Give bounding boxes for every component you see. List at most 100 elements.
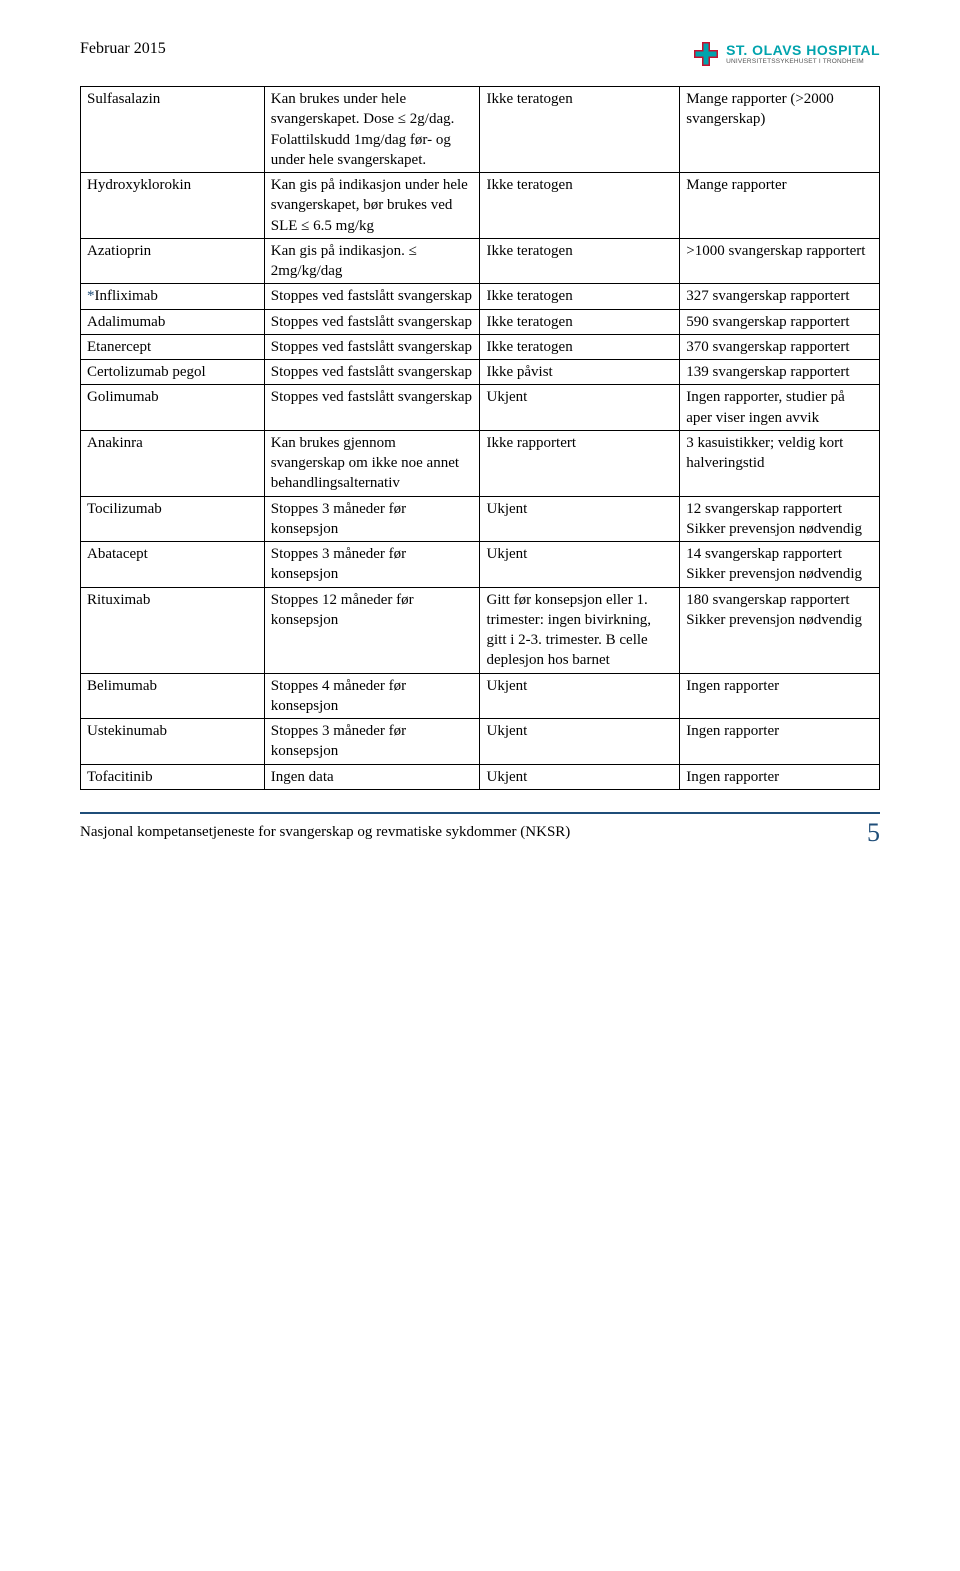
usage-cell: Ingen data	[264, 764, 480, 789]
teratogen-cell: Ikke påvist	[480, 360, 680, 385]
drug-name: Sulfasalazin	[87, 91, 160, 107]
usage-cell: Stoppes ved fastslått svangerskap	[264, 360, 480, 385]
table-row: Abatacept Stoppes 3 måneder før konsepsjo…	[81, 542, 880, 588]
reports-cell: 327 svangerskap rapportert	[680, 284, 880, 309]
drug-name: Adalimumab	[87, 314, 165, 330]
teratogen-cell: Ukjent	[480, 673, 680, 719]
reports-cell: 590 svangerskap rapportert	[680, 309, 880, 334]
reports-cell: Ingen rapporter	[680, 673, 880, 719]
reports-cell: Ingen rapporter, studier på aper viser i…	[680, 385, 880, 431]
teratogen-cell: Ikke teratogen	[480, 309, 680, 334]
table-row: Azatioprin Kan gis på indikasjon. ≤ 2mg/k…	[81, 238, 880, 284]
teratogen-cell: Ikke teratogen	[480, 87, 680, 173]
usage-cell: Stoppes ved fastslått svangerskap	[264, 334, 480, 359]
drug-name-cell: Tocilizumab	[81, 496, 265, 542]
drug-name: Abatacept	[87, 546, 148, 562]
teratogen-cell: Ukjent	[480, 542, 680, 588]
reports-cell: 139 svangerskap rapportert	[680, 360, 880, 385]
page-footer: Nasjonal kompetansetjeneste for svangers…	[80, 812, 880, 848]
table-row: GolimumabStoppes ved fastslått svangersk…	[81, 385, 880, 431]
hospital-logo: ST. OLAVS HOSPITAL UNIVERSITETSSYKEHUSET…	[692, 40, 880, 68]
teratogen-cell: Ukjent	[480, 496, 680, 542]
drug-name: Belimumab	[87, 678, 157, 694]
drug-name: Anakinra	[87, 435, 143, 451]
usage-cell: Kan gis på indikasjon under hele svanger…	[264, 173, 480, 239]
drug-name-cell: Etanercept	[81, 334, 265, 359]
reports-cell: Mange rapporter (>2000 svangerskap)	[680, 87, 880, 173]
table-row: Rituximab Stoppes 12 måneder før konsepsj…	[81, 587, 880, 673]
usage-cell: Kan brukes under hele svangerskapet. Dos…	[264, 87, 480, 173]
teratogen-cell: Ikke rapportert	[480, 430, 680, 496]
table-row: *InfliximabStoppes ved fastslått svanger…	[81, 284, 880, 309]
logo-main: ST. OLAVS HOSPITAL	[726, 43, 880, 57]
drug-name: Certolizumab pegol	[87, 364, 206, 380]
teratogen-cell: Ikke teratogen	[480, 284, 680, 309]
reports-cell: 180 svangerskap rapportert Sikker preven…	[680, 587, 880, 673]
teratogen-cell: Ukjent	[480, 385, 680, 431]
table-row: Hydroxyklorokin Kan gis på indikasjon und…	[81, 173, 880, 239]
usage-cell: Kan brukes gjennom svangerskap om ikke n…	[264, 430, 480, 496]
table-row: Adalimumab Stoppes ved fastslått svangers…	[81, 309, 880, 334]
footer-text: Nasjonal kompetansetjeneste for svangers…	[80, 824, 570, 841]
usage-cell: Stoppes 3 måneder før konsepsjon	[264, 719, 480, 765]
reports-cell: 370 svangerskap rapportert	[680, 334, 880, 359]
table-row: Etanercept Stoppes ved fastslått svangers…	[81, 334, 880, 359]
drug-name-cell: *Infliximab	[81, 284, 265, 309]
drug-name: Etanercept	[87, 339, 151, 355]
teratogen-cell: Ikke teratogen	[480, 173, 680, 239]
reports-cell: 3 kasuistikker; veldig kort halveringsti…	[680, 430, 880, 496]
usage-cell: Kan gis på indikasjon. ≤ 2mg/kg/dag	[264, 238, 480, 284]
drug-name-cell: Rituximab	[81, 587, 265, 673]
logo-sub: UNIVERSITETSSYKEHUSET I TRONDHEIM	[726, 59, 880, 66]
drug-name-cell: Azatioprin	[81, 238, 265, 284]
drug-name-cell: Golimumab	[81, 385, 265, 431]
drug-name-cell: Adalimumab	[81, 309, 265, 334]
reports-cell: 14 svangerskap rapportert Sikker prevens…	[680, 542, 880, 588]
drug-name: Azatioprin	[87, 243, 151, 259]
drug-name-cell: Belimumab	[81, 673, 265, 719]
drug-name-cell: Certolizumab pegol	[81, 360, 265, 385]
usage-cell: Stoppes ved fastslått svangerskap	[264, 309, 480, 334]
table-row: Sulfasalazin Kan brukes under hele svange…	[81, 87, 880, 173]
header-date: Februar 2015	[80, 40, 166, 58]
usage-cell: Stoppes ved fastslått svangerskap	[264, 284, 480, 309]
usage-cell: Stoppes 4 måneder før konsepsjon	[264, 673, 480, 719]
table-row: Belimumab Stoppes 4 måneder før konsepsjo…	[81, 673, 880, 719]
table-row: Tocilizumab Stoppes 3 måneder før konseps…	[81, 496, 880, 542]
drug-name: Tofacitinib	[87, 769, 153, 785]
drug-name-cell: Anakinra	[81, 430, 265, 496]
teratogen-cell: Ikke teratogen	[480, 334, 680, 359]
teratogen-cell: Ikke teratogen	[480, 238, 680, 284]
reports-cell: 12 svangerskap rapportert Sikker prevens…	[680, 496, 880, 542]
drug-name-cell: Abatacept	[81, 542, 265, 588]
reports-cell: Mange rapporter	[680, 173, 880, 239]
table-row: Anakinra Kan brukes gjennom svangerskap o…	[81, 430, 880, 496]
hospital-cross-icon	[692, 40, 720, 68]
drug-name: Ustekinumab	[87, 723, 167, 739]
usage-cell: Stoppes 3 måneder før konsepsjon	[264, 496, 480, 542]
drug-name-cell: Sulfasalazin	[81, 87, 265, 173]
teratogen-cell: Ukjent	[480, 719, 680, 765]
drug-name: Golimumab	[87, 389, 159, 405]
drug-name-cell: Hydroxyklorokin	[81, 173, 265, 239]
reports-cell: >1000 svangerskap rapportert	[680, 238, 880, 284]
reports-cell: Ingen rapporter	[680, 764, 880, 789]
drug-name-cell: Ustekinumab	[81, 719, 265, 765]
footer-page-number: 5	[867, 818, 880, 848]
drug-name: Hydroxyklorokin	[87, 177, 191, 193]
usage-cell: Stoppes 3 måneder før konsepsjon	[264, 542, 480, 588]
table-row: Certolizumab pegol Stoppes ved fastslått …	[81, 360, 880, 385]
drug-name: Tocilizumab	[87, 501, 162, 517]
teratogen-cell: Ukjent	[480, 764, 680, 789]
drug-name-cell: Tofacitinib	[81, 764, 265, 789]
drug-name: Rituximab	[87, 592, 150, 608]
medication-table: Sulfasalazin Kan brukes under hele svange…	[80, 86, 880, 790]
page-header: Februar 2015 ST. OLAVS HOSPITAL UNIVERSI…	[80, 40, 880, 68]
reports-cell: Ingen rapporter	[680, 719, 880, 765]
table-row: Tofacitinib Ingen dataUkjentIngen rapport…	[81, 764, 880, 789]
drug-name: Infliximab	[95, 288, 158, 304]
drug-prefix: *	[87, 288, 95, 304]
teratogen-cell: Gitt før konsepsjon eller 1. trimester: …	[480, 587, 680, 673]
logo-text: ST. OLAVS HOSPITAL UNIVERSITETSSYKEHUSET…	[726, 43, 880, 66]
usage-cell: Stoppes 12 måneder før konsepsjon	[264, 587, 480, 673]
